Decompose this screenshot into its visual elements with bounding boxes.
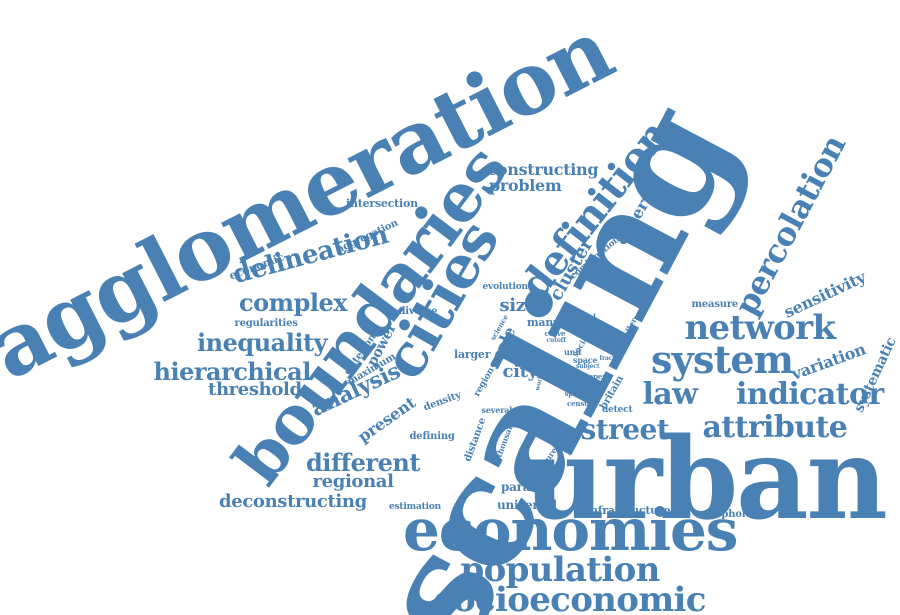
- word-street: street: [580, 413, 670, 446]
- word-subject: subject: [576, 363, 600, 370]
- word-space: space: [573, 355, 598, 365]
- word-detect: detect: [602, 404, 633, 415]
- word-problem: problem: [489, 176, 562, 195]
- word-economies: economies: [403, 496, 738, 564]
- word-defining: defining: [409, 431, 455, 442]
- word-cutoff: cutoff: [546, 337, 566, 344]
- word-population: population: [460, 550, 661, 590]
- word-natural: natural: [564, 312, 596, 322]
- word-infrastructure: infrastructure: [586, 503, 671, 517]
- word-deconstructing: deconstructing: [219, 491, 367, 512]
- word-universal: universal: [497, 498, 557, 512]
- word-socioeconomic: socioeconomic: [434, 580, 707, 615]
- word-curve: curve: [544, 328, 566, 338]
- word-hierarchical: hierarchical: [153, 357, 312, 386]
- word-city: city: [502, 361, 539, 382]
- word-estimation: estimation: [389, 501, 442, 512]
- word-morphology: morphology: [699, 509, 765, 520]
- word-evolution: evolution: [482, 281, 529, 292]
- word-unit: unit: [564, 347, 582, 357]
- word-diverse: diverse: [398, 306, 438, 317]
- word-size: size: [499, 295, 538, 316]
- word-complex: complex: [239, 288, 348, 317]
- word-law: law: [642, 377, 698, 412]
- word-larger: larger: [454, 347, 491, 361]
- word-threshold: threshold: [208, 379, 302, 400]
- word-paper: paper: [584, 371, 606, 381]
- word-system: system: [651, 337, 794, 382]
- word-network: network: [684, 308, 836, 348]
- word-fractal: fractal: [599, 355, 622, 362]
- word-inequality: inequality: [197, 328, 328, 357]
- word-measure: measure: [691, 299, 739, 310]
- word-attribute: attribute: [702, 410, 848, 445]
- word-constructing: constructing: [487, 160, 599, 179]
- word-intersection: intersection: [346, 196, 418, 210]
- word-regional: regional: [312, 471, 394, 492]
- word-census: census: [567, 398, 593, 408]
- word-many: many: [527, 315, 560, 329]
- word-paradox: paradox: [501, 480, 554, 494]
- word-several: several: [481, 405, 513, 415]
- word-different: different: [306, 448, 420, 477]
- word-spatial: spatial: [564, 388, 591, 398]
- word-urban: urban: [524, 414, 888, 545]
- word-indicator: indicator: [736, 377, 884, 412]
- word-regularities: regularities: [234, 318, 298, 329]
